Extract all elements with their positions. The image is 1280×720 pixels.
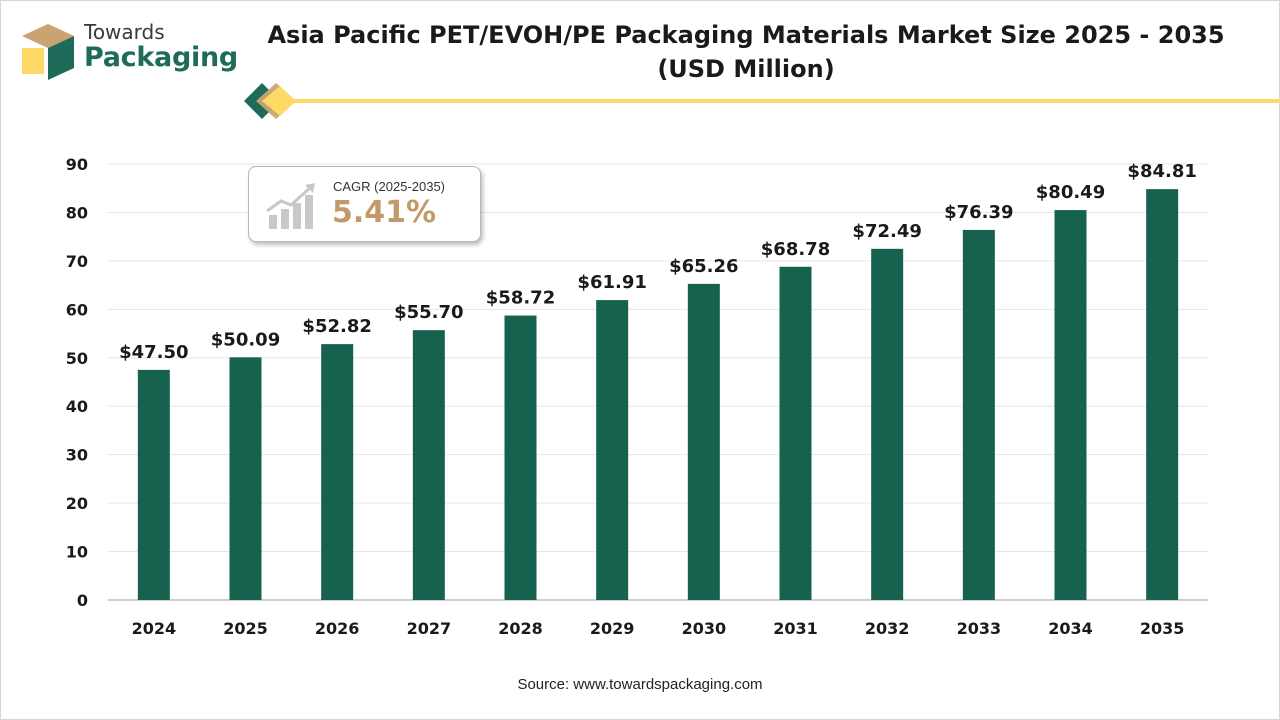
data-label: $84.81 (1127, 161, 1196, 182)
data-label: $50.09 (211, 329, 280, 350)
bar (596, 300, 629, 600)
y-tick-label: 70 (66, 252, 88, 271)
bar (504, 315, 537, 600)
x-tick-label: 2030 (682, 619, 727, 638)
data-label: $52.82 (302, 316, 371, 337)
y-tick-label: 10 (66, 543, 88, 562)
x-tick-label: 2028 (498, 619, 543, 638)
bar (1146, 189, 1179, 600)
data-label: $58.72 (486, 288, 555, 309)
y-tick-label: 50 (66, 349, 88, 368)
y-tick-label: 80 (66, 203, 88, 222)
bar (137, 369, 170, 600)
data-label: $65.26 (669, 256, 738, 277)
x-tick-label: 2034 (1048, 619, 1093, 638)
y-tick-label: 0 (77, 591, 88, 610)
y-tick-label: 40 (66, 397, 88, 416)
x-tick-label: 2033 (957, 619, 1002, 638)
bar (321, 344, 354, 600)
bar (1054, 210, 1087, 600)
x-tick-label: 2032 (865, 619, 910, 638)
cagr-label: CAGR (2025-2035) (333, 179, 445, 194)
data-label: $55.70 (394, 302, 463, 323)
logo-text-packaging: Packaging (84, 42, 238, 73)
data-label: $80.49 (1036, 182, 1105, 203)
x-tick-label: 2031 (773, 619, 818, 638)
growth-chart-icon (266, 183, 315, 229)
x-tick-label: 2027 (407, 619, 452, 638)
bar (412, 330, 445, 600)
chart-title-line2: (USD Million) (657, 55, 835, 83)
data-label: $76.39 (944, 202, 1013, 223)
data-label: $61.91 (577, 272, 646, 293)
logo-box-icon (22, 24, 74, 80)
x-tick-label: 2024 (132, 619, 177, 638)
y-tick-label: 30 (66, 446, 88, 465)
x-tick-label: 2025 (223, 619, 268, 638)
cagr-callout: CAGR (2025-2035) 5.41% (248, 166, 481, 242)
x-tick-label: 2029 (590, 619, 635, 638)
towards-packaging-logo: Towards Packaging (18, 18, 248, 88)
logo-text-towards: Towards (84, 20, 165, 44)
y-tick-label: 20 (66, 494, 88, 513)
header-divider (244, 83, 1280, 119)
source-note: Source: www.towardspackaging.com (517, 676, 763, 693)
chart-title: Asia Pacific PET/EVOH/PE Packaging Mater… (262, 18, 1230, 86)
bar (779, 266, 812, 600)
bar (229, 357, 262, 600)
bar (687, 283, 720, 600)
x-tick-label: 2035 (1140, 619, 1185, 638)
data-label: $47.50 (119, 342, 188, 363)
x-tick-label: 2026 (315, 619, 360, 638)
data-label: $72.49 (852, 221, 921, 242)
bar (962, 229, 995, 600)
bar (871, 248, 904, 600)
y-tick-label: 60 (66, 300, 88, 319)
y-tick-label: 90 (66, 155, 88, 174)
cagr-value: 5.41% (332, 195, 437, 230)
data-label: $68.78 (761, 239, 830, 260)
chart-title-line1: Asia Pacific PET/EVOH/PE Packaging Mater… (267, 21, 1225, 49)
